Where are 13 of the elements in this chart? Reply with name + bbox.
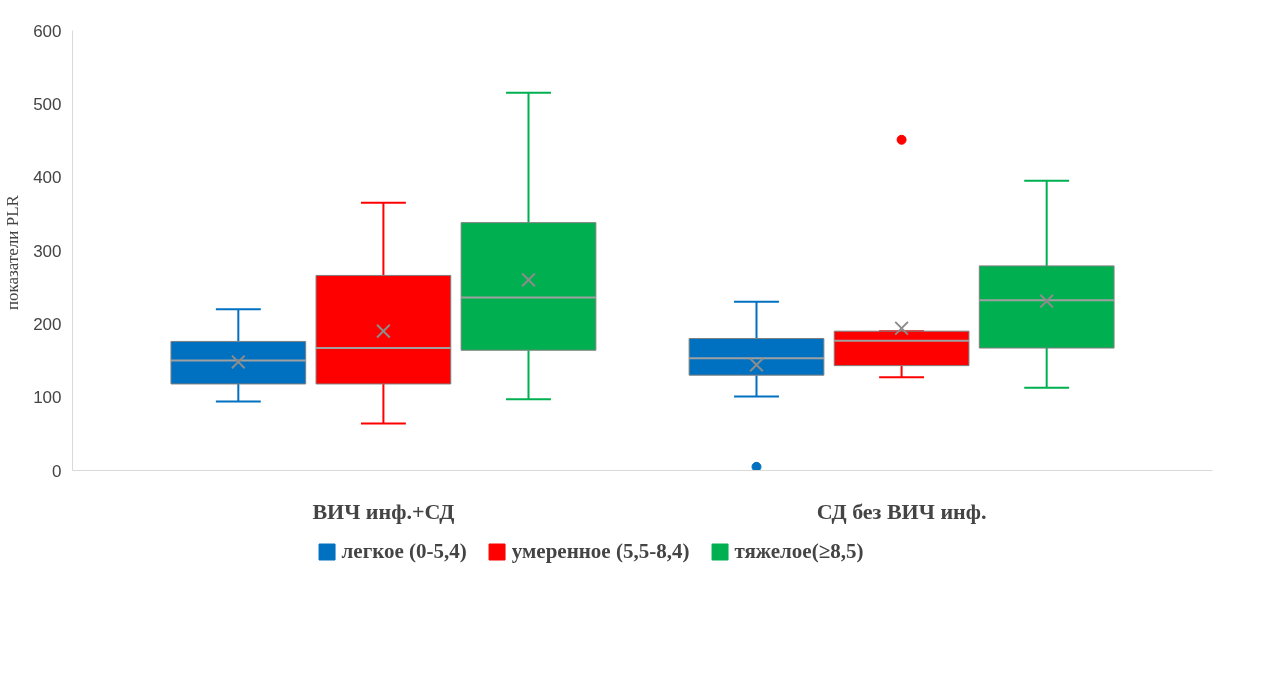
legend-label: легкое (0-5,4) [341, 538, 467, 564]
legend-label: тяжелое(≥8,5) [734, 538, 864, 564]
y-tick-label: 100 [33, 388, 62, 408]
y-axis-title: показатели PLR [3, 194, 23, 311]
y-tick-label: 200 [33, 314, 62, 334]
y-tick-label: 500 [33, 94, 62, 114]
y-tick-label: 600 [33, 21, 62, 41]
y-tick-label: 0 [52, 461, 62, 481]
y-tick-label: 400 [33, 168, 62, 188]
x-tick-label: СД без ВИЧ инф. [816, 498, 987, 524]
y-tick-label: 300 [33, 241, 62, 261]
legend-label: умеренное (5,5-8,4) [511, 538, 690, 564]
x-tick-label: ВИЧ инф.+СД [312, 498, 455, 524]
